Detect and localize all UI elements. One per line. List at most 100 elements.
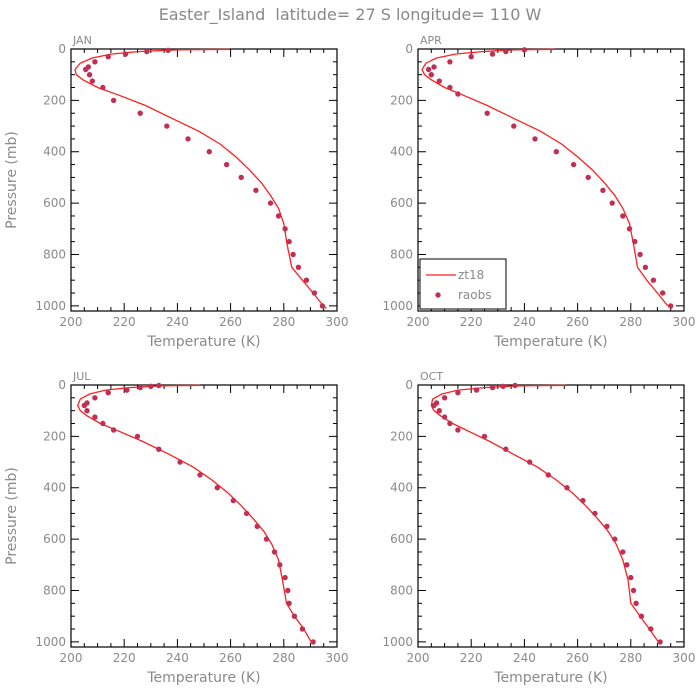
raobs-point bbox=[570, 161, 577, 168]
raobs-point bbox=[527, 459, 533, 465]
raobs-point bbox=[137, 384, 143, 391]
panel-jul: 200 220 240 260 280 300 0 200 400 600 800 1000 JUL Te… bbox=[4, 370, 348, 686]
raobs-point bbox=[124, 387, 130, 393]
raobs-point bbox=[447, 59, 453, 65]
raobs-point bbox=[553, 149, 559, 155]
raobs-point bbox=[500, 383, 506, 389]
raobs-point bbox=[512, 382, 518, 389]
raobs-point bbox=[428, 72, 434, 78]
raobs-point bbox=[447, 420, 453, 427]
raobs-point bbox=[238, 174, 244, 181]
x-tick-label: 280 bbox=[272, 651, 295, 665]
series-line-zt18 bbox=[76, 384, 315, 645]
raobs-point bbox=[630, 587, 637, 594]
figure-title: Easter_Island latitude= 27 S longitude= … bbox=[159, 5, 542, 25]
raobs-point bbox=[137, 110, 143, 116]
y-tick-label: 800 bbox=[43, 247, 66, 261]
y-tick-label: 800 bbox=[390, 583, 413, 597]
raobs-point bbox=[295, 264, 302, 270]
raobs-point bbox=[650, 277, 657, 283]
panel-jan: 200 220 240 260 280 300 0 200 400 600 800 1000 JAN Te… bbox=[4, 34, 348, 350]
panel-oct: 200 220 240 260 280 300 0 200 400 600 800 1000 OCT Te… bbox=[382, 370, 695, 686]
x-tick-label: 200 bbox=[60, 651, 83, 665]
panel-label: JUL bbox=[72, 370, 91, 383]
y-tick-label: 400 bbox=[390, 481, 413, 495]
raobs-point bbox=[286, 238, 292, 245]
x-tick-label: 240 bbox=[166, 315, 189, 329]
legend-label-zt18: zt18 bbox=[458, 268, 484, 282]
x-tick-label: 200 bbox=[60, 315, 83, 329]
x-tick-label: 220 bbox=[113, 651, 136, 665]
y-tick-label: 1000 bbox=[35, 635, 66, 649]
x-tick-label: 200 bbox=[407, 651, 430, 665]
raobs-point bbox=[532, 136, 538, 142]
legend-marker-swatch bbox=[435, 292, 441, 298]
panel-label: OCT bbox=[420, 370, 443, 383]
y-tick-label: 600 bbox=[43, 532, 66, 546]
raobs-point bbox=[285, 587, 291, 594]
series-line-zt18 bbox=[430, 384, 662, 645]
raobs-point bbox=[660, 290, 666, 296]
raobs-point bbox=[311, 290, 318, 296]
raobs-point bbox=[503, 446, 509, 452]
y-tick-label: 1000 bbox=[382, 299, 413, 313]
raobs-point bbox=[110, 97, 117, 104]
raobs-point bbox=[468, 54, 474, 60]
x-tick-label: 240 bbox=[513, 651, 536, 665]
raobs-point bbox=[271, 549, 278, 555]
raobs-point bbox=[291, 613, 298, 619]
y-tick-label: 400 bbox=[43, 481, 66, 495]
x-tick-label: 260 bbox=[219, 651, 242, 665]
x-tick-label: 300 bbox=[673, 651, 696, 665]
y-tick-label: 800 bbox=[390, 247, 413, 261]
raobs-point bbox=[275, 213, 282, 219]
x-tick-label: 220 bbox=[113, 315, 136, 329]
legend-box bbox=[419, 258, 507, 310]
raobs-point bbox=[105, 54, 111, 60]
raobs-point bbox=[431, 402, 437, 409]
x-tick-label: 280 bbox=[272, 315, 295, 329]
raobs-point bbox=[177, 459, 183, 465]
x-tick-label: 280 bbox=[619, 315, 642, 329]
raobs-point bbox=[92, 395, 98, 401]
panel-apr: 200 220 240 260 280 300 0 200 400 600 800 1000 APR Te… bbox=[382, 34, 695, 350]
raobs-point bbox=[441, 414, 448, 420]
raobs-point bbox=[282, 574, 288, 581]
x-tick-label: 300 bbox=[326, 315, 349, 329]
raobs-point bbox=[100, 84, 106, 91]
raobs-point bbox=[223, 161, 230, 168]
raobs-point bbox=[642, 264, 649, 270]
raobs-point bbox=[230, 497, 236, 504]
raobs-point bbox=[290, 251, 296, 258]
raobs-point bbox=[604, 523, 610, 529]
y-tick-label: 200 bbox=[390, 93, 413, 107]
x-tick-label: 220 bbox=[460, 651, 483, 665]
plot-frame bbox=[70, 384, 338, 648]
x-axis-label: Temperature (K) bbox=[493, 670, 607, 686]
raobs-point bbox=[144, 48, 150, 55]
raobs-point bbox=[638, 613, 645, 619]
raobs-point bbox=[455, 91, 461, 97]
raobs-point bbox=[609, 200, 615, 206]
raobs-point bbox=[165, 47, 171, 53]
raobs-point bbox=[263, 536, 270, 542]
y-axis-label: Pressure (mb) bbox=[4, 467, 20, 565]
y-tick-label: 1000 bbox=[382, 635, 413, 649]
raobs-point bbox=[648, 626, 654, 632]
raobs-point bbox=[600, 187, 606, 193]
raobs-point bbox=[81, 402, 88, 409]
x-tick-label: 240 bbox=[166, 651, 189, 665]
x-tick-label: 280 bbox=[619, 651, 642, 665]
y-tick-label: 200 bbox=[43, 93, 66, 107]
raobs-point bbox=[626, 226, 633, 232]
raobs-point bbox=[436, 78, 442, 84]
raobs-point bbox=[455, 427, 461, 433]
raobs-point bbox=[628, 574, 634, 581]
raobs-point bbox=[585, 174, 591, 181]
x-tick-label: 260 bbox=[566, 315, 589, 329]
y-axis-label: Pressure (mb) bbox=[4, 131, 20, 229]
x-tick-label: 220 bbox=[460, 315, 483, 329]
raobs-point bbox=[592, 510, 598, 517]
raobs-point bbox=[253, 187, 259, 193]
x-tick-label: 300 bbox=[673, 315, 696, 329]
